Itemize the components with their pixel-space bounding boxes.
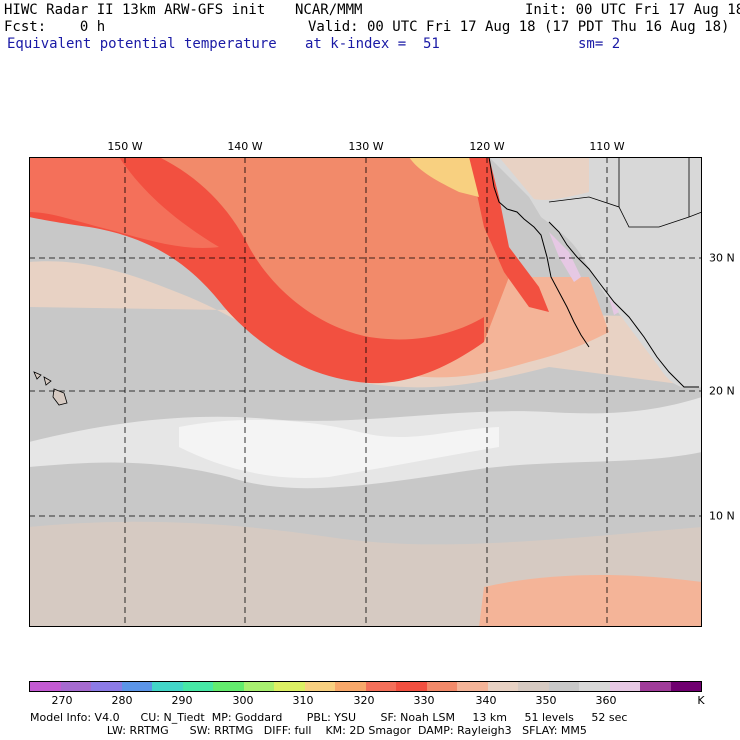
white-patch [179, 419, 499, 478]
field-name: Equivalent potential temperature [7, 36, 277, 52]
colorbar-label: K [697, 694, 705, 707]
colorbar-swatch [640, 682, 671, 691]
colorbar-swatch [243, 682, 274, 691]
lat-label-10n: 10 N [709, 509, 735, 523]
colorbar-swatch [609, 682, 640, 691]
theta-e-map [29, 157, 702, 627]
lon-label-130w: 130 W [348, 140, 384, 153]
colorbar-label: 280 [111, 694, 133, 707]
colorbar-swatch [60, 682, 91, 691]
colorbar-swatch [274, 682, 305, 691]
model-info-line2: LW: RRTMG SW: RRTMG DIFF: full KM: 2D Sm… [30, 724, 587, 737]
colorbar-swatch [304, 682, 335, 691]
colorbar-swatch [152, 682, 183, 691]
magenta-patches [549, 232, 619, 315]
level-text: at k-index = 51 [305, 36, 440, 52]
colorbar-swatch [518, 682, 549, 691]
colorbar-swatch [121, 682, 152, 691]
colorbar-label: 360 [595, 694, 617, 707]
model-info-line1: Model Info: V4.0 CU: N_Tiedt MP: Goddard… [30, 711, 628, 724]
yellow-patch [409, 157, 479, 197]
colorbar [29, 681, 702, 692]
colorbar-swatch [670, 682, 701, 691]
lon-label-140w: 140 W [227, 140, 263, 153]
org-text: NCAR/MMM [295, 2, 363, 18]
land-tan [499, 157, 589, 200]
fcst-text: Fcst: 0 h [4, 19, 106, 35]
colorbar-label: 300 [232, 694, 254, 707]
lon-label-150w: 150 W [107, 140, 143, 153]
colorbar-swatch [548, 682, 579, 691]
land-mass [489, 157, 702, 389]
coastal-red-strip [469, 157, 549, 312]
colorbar-swatch [487, 682, 518, 691]
lat-label-20n: 20 N [709, 384, 735, 398]
colorbar-swatch [365, 682, 396, 691]
valid-text: Valid: 00 UTC Fri 17 Aug 18 (17 PDT Thu … [308, 19, 730, 35]
lon-label-120w: 120 W [469, 140, 505, 153]
colorbar-label: 340 [475, 694, 497, 707]
colorbar-swatch [396, 682, 427, 691]
colorbar-swatch [182, 682, 213, 691]
colorbar-label: 290 [171, 694, 193, 707]
colorbar-swatch [30, 682, 61, 691]
init-text: Init: 00 UTC Fri 17 Aug 18 [525, 2, 740, 18]
colorbar-swatch [457, 682, 488, 691]
hawaii-islands [33, 371, 68, 406]
colorbar-swatch [91, 682, 122, 691]
lon-label-110w: 110 W [589, 140, 625, 153]
colorbar-label: 270 [51, 694, 73, 707]
lat-label-30n: 30 N [709, 251, 735, 265]
salmon-south-region [479, 575, 702, 627]
title-text: HIWC Radar II 13km ARW-GFS init [4, 2, 266, 18]
colorbar-label: 330 [413, 694, 435, 707]
red-west [29, 157, 219, 248]
map-frame [29, 157, 702, 627]
colorbar-label: 350 [535, 694, 557, 707]
colorbar-label: 310 [292, 694, 314, 707]
grid-lines [29, 157, 702, 627]
colorbar-swatch [426, 682, 457, 691]
coastline [488, 157, 699, 388]
colorbar-swatch [579, 682, 610, 691]
smooth-text: sm= 2 [578, 36, 621, 52]
colorbar-label: 320 [353, 694, 375, 707]
border-lines [548, 157, 702, 228]
colorbar-swatch [335, 682, 366, 691]
colorbar-swatch [213, 682, 244, 691]
